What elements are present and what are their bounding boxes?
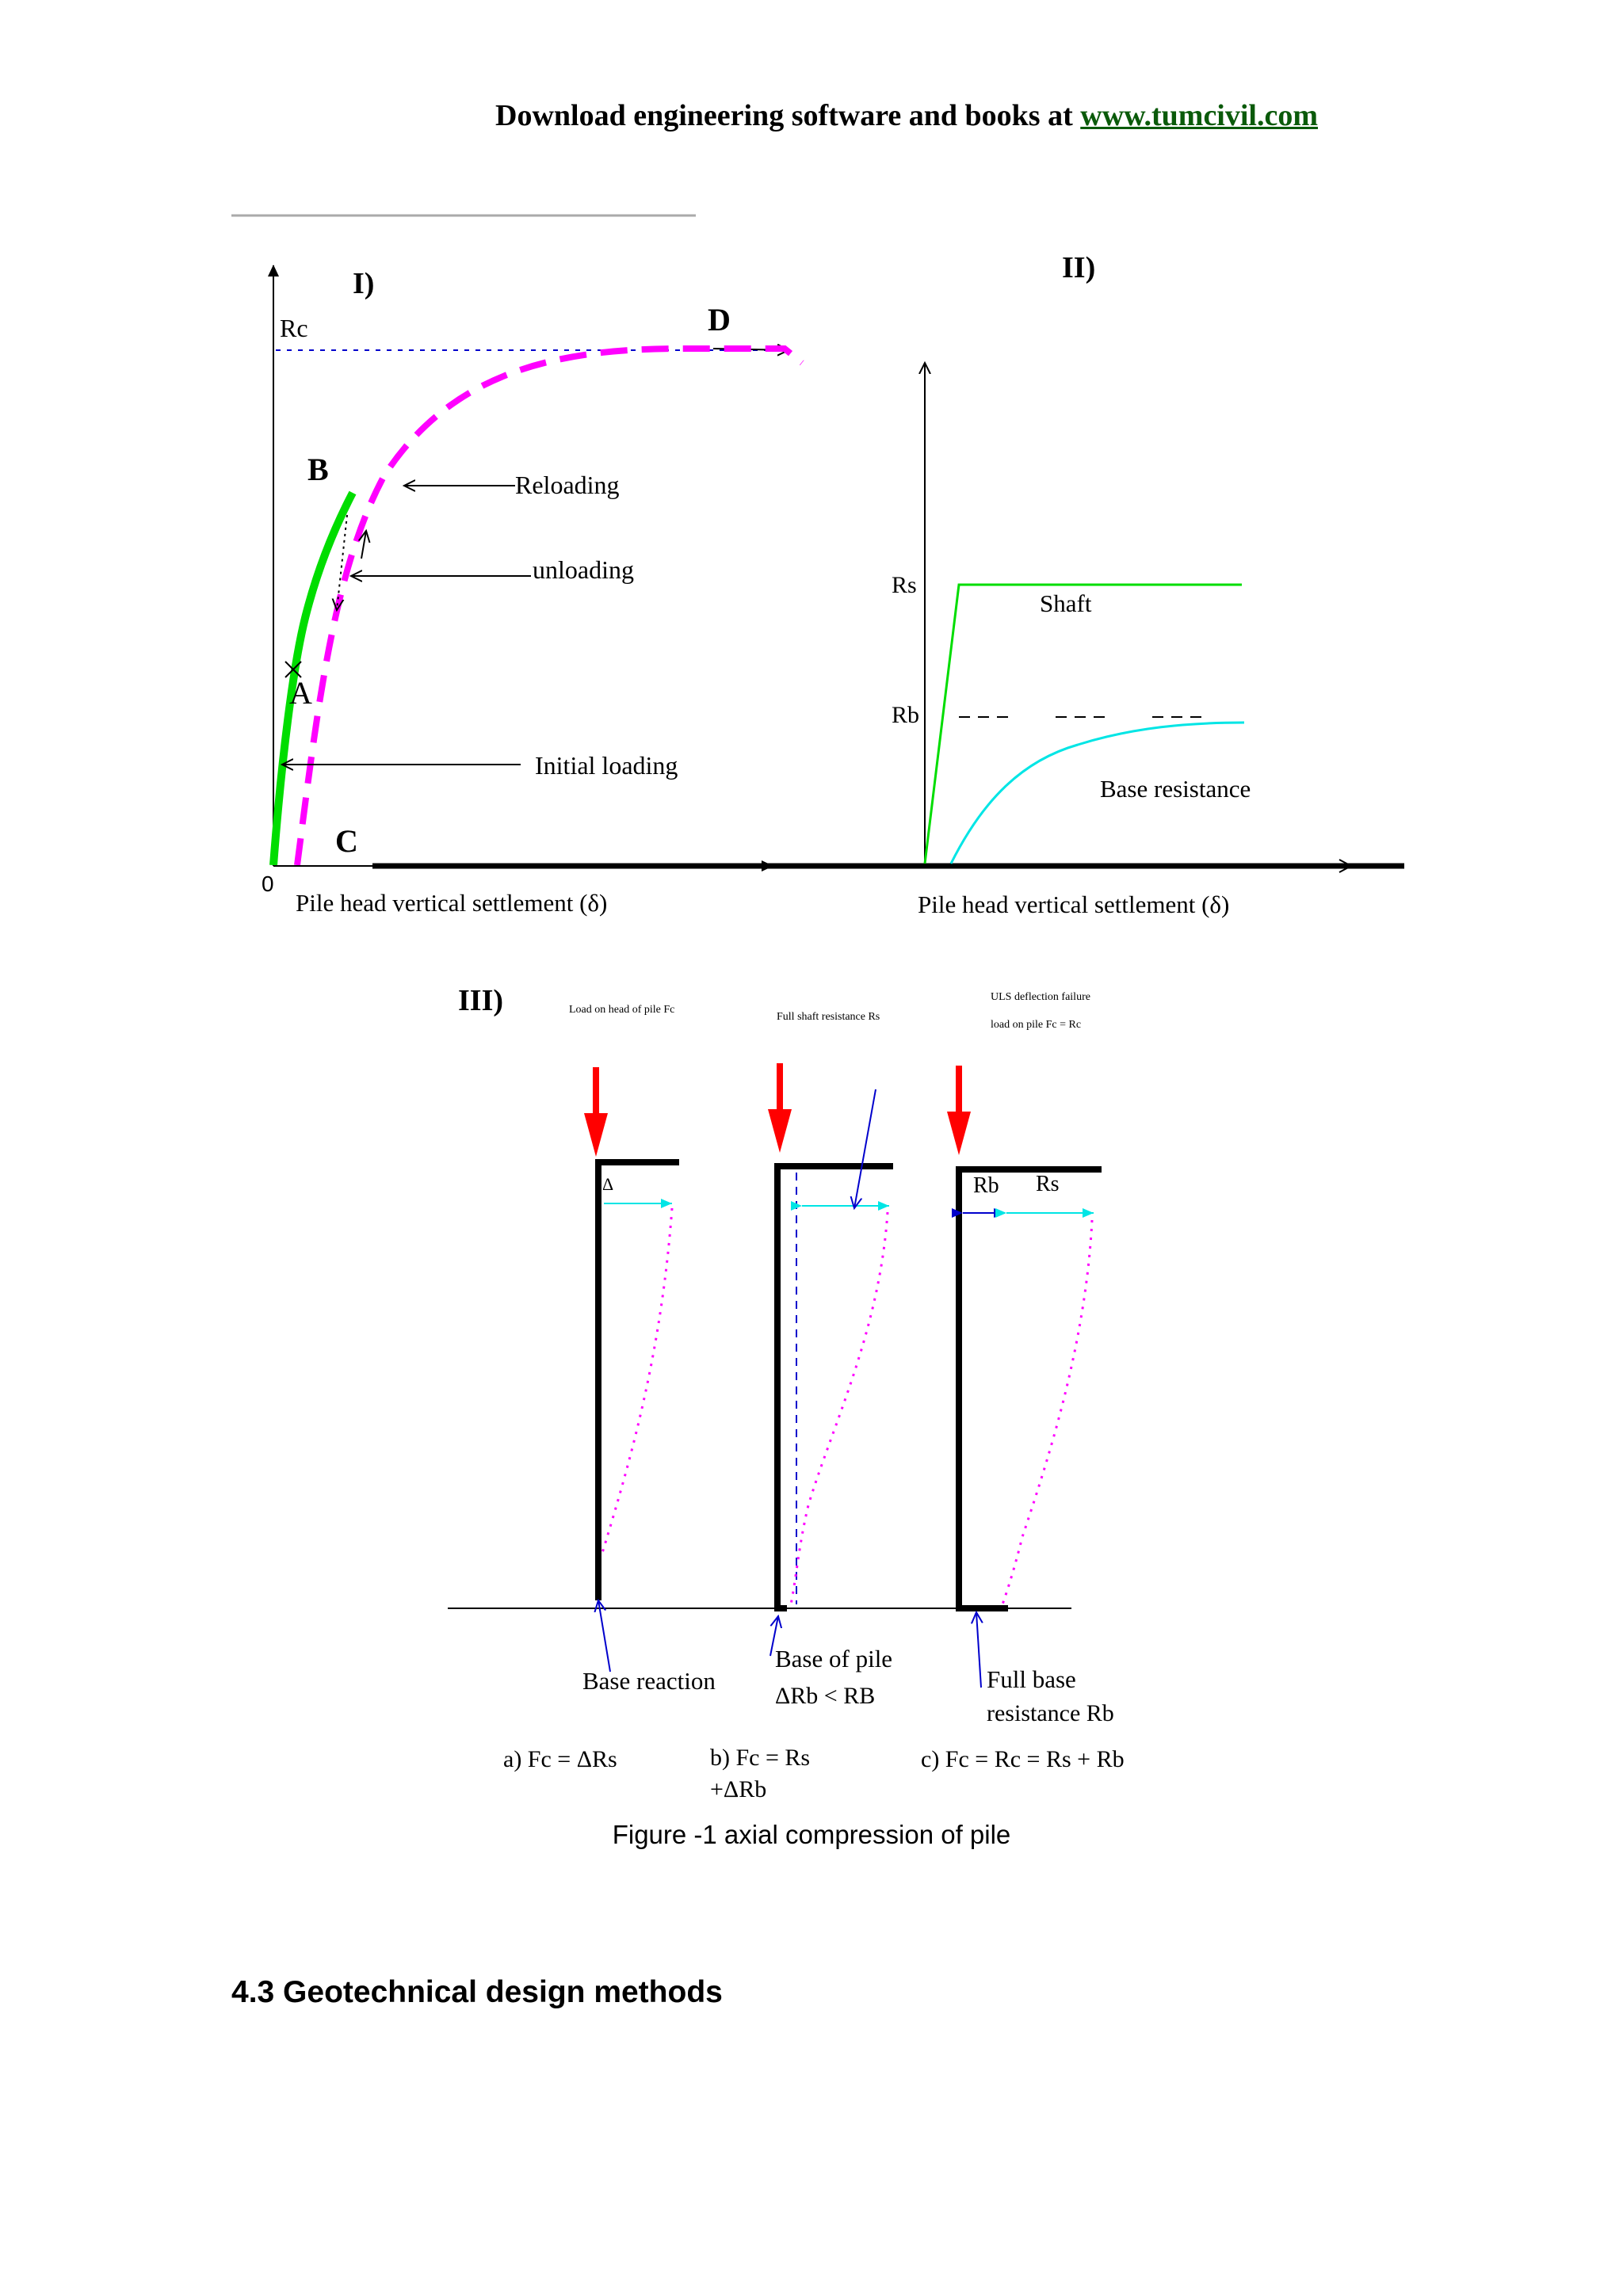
pile-c-rs-label: Rs (1036, 1172, 1060, 1196)
reload-return-arrow (361, 531, 366, 559)
load-arrow-c-head (947, 1112, 971, 1155)
equation-c: c) Fc = Rc = Rs + Rb (921, 1746, 1125, 1772)
point-b-label: B (307, 452, 329, 487)
pile-a-delta: Δ (602, 1174, 613, 1194)
load-arrow-c-shaft (956, 1066, 962, 1115)
load-arrow-a-head (584, 1113, 608, 1157)
load-arrow-b-head (768, 1109, 792, 1153)
header-link[interactable]: www.tumcivil.com (1080, 99, 1318, 132)
equation-b1: b) Fc = Rs (710, 1745, 810, 1771)
panel-i-label: I) (353, 267, 374, 300)
pile-c-mobilisation (1001, 1219, 1094, 1605)
panel-ii-rs-label: Rs (892, 572, 917, 598)
note-b: Full shaft resistance Rs (777, 1011, 880, 1023)
point-d-label: D (708, 302, 731, 338)
base-resistance-curve (949, 721, 1245, 864)
panel-iii: III) Load on head of pile Fc Full shaft … (448, 984, 1125, 1802)
base-resistance-label: Base resistance (1100, 775, 1251, 803)
panel-ii-rb-label: Rb (892, 702, 919, 728)
figure-caption: Figure -1 axial compression of pile (612, 1820, 1011, 1849)
base-reaction-label: Base reaction (582, 1667, 716, 1695)
base-of-pile-label: Base of pile (775, 1645, 892, 1672)
load-arrow-a-shaft (593, 1067, 599, 1116)
pile-b: Base of pile ΔRb < RB (768, 1063, 893, 1709)
pile-b-mobilisation (789, 1211, 889, 1605)
point-c-label: C (335, 823, 358, 859)
panel-ii: II) Rs Rb Shaft Base resistance Pile hea… (892, 251, 1251, 918)
reloading-label: Reloading (515, 471, 620, 499)
full-base-label: Full base (987, 1665, 1076, 1693)
header-text: Download engineering software and books … (495, 99, 1073, 132)
point-a-label: A (289, 675, 312, 711)
pile-b-base-pointer (769, 1616, 778, 1657)
load-arrow-b-shaft (777, 1063, 783, 1112)
full-base-label-2: resistance Rb (987, 1700, 1114, 1726)
note-a: Load on head of pile Fc (569, 1004, 674, 1016)
initial-loading-label: Initial loading (535, 751, 678, 780)
page-header: Download engineering software and books … (495, 98, 1318, 133)
shaft-label: Shaft (1040, 589, 1092, 617)
initial-loading-curve (269, 490, 357, 866)
delta-rb-label: ΔRb < RB (775, 1683, 875, 1709)
pile-a: Δ Base reaction (582, 1067, 716, 1695)
pile-b-pointer (854, 1089, 876, 1208)
pile-a-base-pointer (598, 1600, 611, 1672)
section-heading: 4.3 Geotechnical design methods (231, 1975, 723, 2009)
pile-c-outline (956, 1166, 1102, 1611)
reloading-curve (294, 345, 804, 866)
panel-i-origin: 0 (262, 871, 274, 896)
equation-b2: +ΔRb (710, 1776, 766, 1802)
panel-i-rc-label: Rc (280, 314, 308, 342)
pile-c-rb-label: Rb (973, 1173, 999, 1198)
pile-c: Rb Rs Full base resistance Rb (947, 1066, 1114, 1726)
pile-a-outline (595, 1159, 679, 1600)
unloading-label: unloading (533, 555, 634, 584)
note-c2: load on pile Fc = Rc (991, 1019, 1081, 1031)
note-c1: ULS deflection failure (991, 991, 1090, 1003)
shaft-curve (923, 583, 1242, 864)
pile-a-mobilisation (601, 1207, 674, 1554)
equation-a: a) Fc = ΔRs (503, 1746, 617, 1772)
pile-c-base-pointer (976, 1612, 981, 1688)
x-axis-arrow-right (1338, 859, 1354, 873)
pile-b-outline (774, 1163, 893, 1611)
panel-ii-x-label: Pile head vertical settlement (δ) (918, 891, 1229, 918)
panel-i-x-label: Pile head vertical settlement (δ) (296, 889, 607, 917)
panel-i: I) Rc D 0 B A C Reloading unloading Init… (262, 265, 804, 917)
panel-iii-label: III) (458, 984, 503, 1017)
point-a-mark (285, 661, 302, 678)
panel-ii-label: II) (1062, 251, 1095, 284)
